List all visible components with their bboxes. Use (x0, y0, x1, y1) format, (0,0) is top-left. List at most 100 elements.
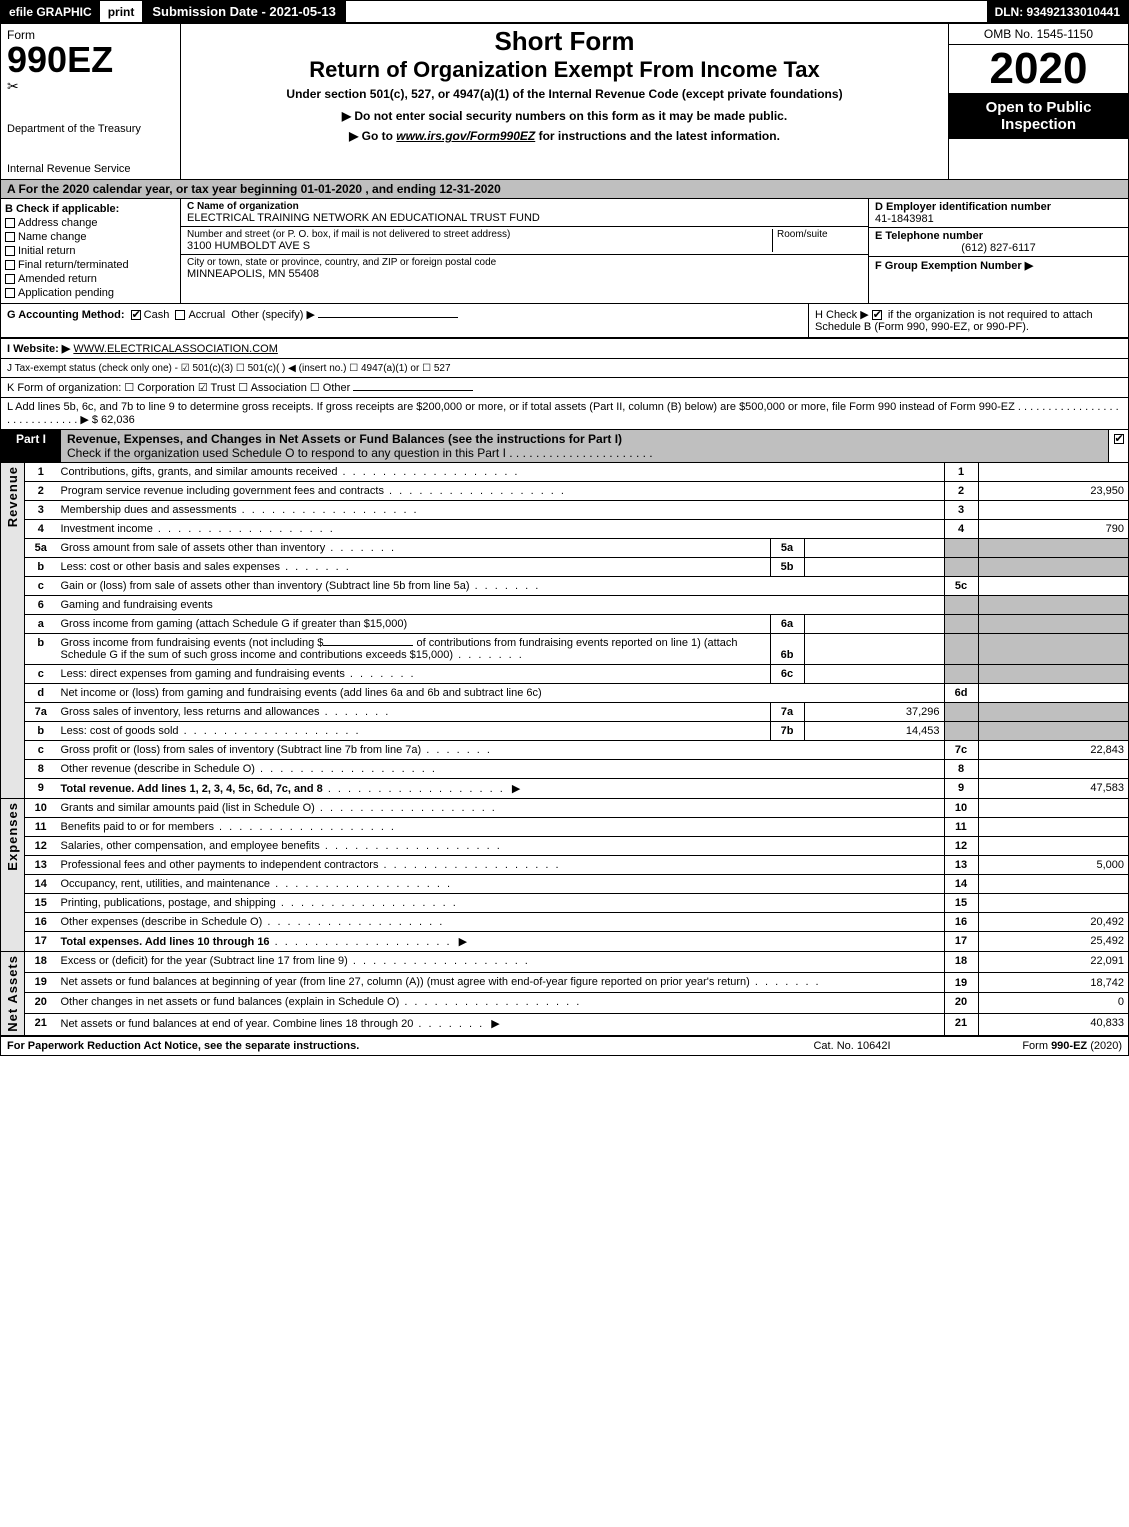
ein-label: D Employer identification number (875, 201, 1122, 213)
part-i-checkbox[interactable] (1108, 430, 1128, 462)
desc-14: Occupancy, rent, utilities, and maintena… (57, 875, 945, 894)
desc-21: Net assets or fund balances at end of ye… (57, 1013, 945, 1034)
cb-address-change[interactable]: Address change (5, 217, 176, 229)
org-addr-row: Number and street (or P. O. box, if mail… (181, 227, 868, 255)
num-2: 2 (944, 482, 978, 501)
cb-initial-return[interactable]: Initial return (5, 245, 176, 257)
cb-final-return[interactable]: Final return/terminated (5, 259, 176, 271)
city-label: City or town, state or province, country… (187, 257, 862, 268)
ln-1: 1 (25, 463, 57, 482)
title-return: Return of Organization Exempt From Incom… (187, 57, 942, 83)
arrow-icon (455, 936, 471, 948)
num-5a-shade (944, 539, 978, 558)
num-20: 20 (944, 993, 978, 1014)
dept-treasury: Department of the Treasury (7, 123, 174, 135)
line-h: H Check ▶ if the organization is not req… (808, 304, 1128, 337)
phone-label: E Telephone number (875, 230, 1122, 242)
val-19: 18,742 (978, 972, 1128, 993)
val-7b-shade (978, 722, 1128, 741)
link-pre: ▶ Go to (349, 129, 396, 143)
desc-6b: Gross income from fundraising events (no… (57, 634, 771, 665)
box-d: D Employer identification number 41-1843… (869, 199, 1128, 228)
line-a-taxyear: A For the 2020 calendar year, or tax yea… (1, 180, 1128, 199)
top-bar: efile GRAPHIC print Submission Date - 20… (1, 1, 1128, 24)
room-label: Room/suite (777, 229, 862, 240)
ln-4: 4 (25, 520, 57, 539)
ln-9: 9 (25, 779, 57, 799)
ln-3: 3 (25, 501, 57, 520)
open-to-public: Open to Public Inspection (949, 93, 1128, 139)
ln-6: 6 (25, 596, 57, 615)
part-i-header: Part I Revenue, Expenses, and Changes in… (1, 429, 1128, 462)
ln-21: 21 (25, 1013, 57, 1034)
6b-amount-input[interactable] (323, 645, 413, 646)
phone-value: (612) 827-6117 (875, 242, 1122, 254)
cb-pending[interactable]: Application pending (5, 287, 176, 299)
cb-amended[interactable]: Amended return (5, 273, 176, 285)
cb-accrual[interactable] (175, 310, 185, 320)
submission-text: Submission Date - 2021-05-13 (152, 4, 336, 19)
desc-10: Grants and similar amounts paid (list in… (57, 799, 945, 818)
subno-7b: 7b (770, 722, 804, 741)
line-l-text: L Add lines 5b, 6c, and 7b to line 9 to … (7, 401, 1119, 426)
arrow-icon (508, 783, 524, 795)
num-3: 3 (944, 501, 978, 520)
other-input[interactable] (318, 317, 458, 318)
subval-6b (804, 634, 944, 665)
cb-cash[interactable] (131, 310, 141, 320)
val-15 (978, 894, 1128, 913)
omb-number: OMB No. 1545-1150 (949, 24, 1128, 45)
print-label[interactable]: print (100, 1, 143, 22)
line-g: G Accounting Method: Cash Accrual Other … (1, 304, 808, 337)
entity-block: B Check if applicable: Address change Na… (1, 199, 1128, 304)
footer-center: Cat. No. 10642I (762, 1040, 942, 1052)
num-7b-shade (944, 722, 978, 741)
other-org-input[interactable] (353, 390, 473, 391)
cb-h-not-required[interactable] (872, 310, 882, 320)
num-21: 21 (944, 1013, 978, 1034)
desc-20: Other changes in net assets or fund bala… (57, 993, 945, 1014)
num-1: 1 (944, 463, 978, 482)
desc-6d: Net income or (loss) from gaming and fun… (57, 684, 945, 703)
ln-5b: b (25, 558, 57, 577)
desc-5c: Gain or (loss) from sale of assets other… (57, 577, 945, 596)
footer-left: For Paperwork Reduction Act Notice, see … (7, 1040, 762, 1052)
val-11 (978, 818, 1128, 837)
desc-6a: Gross income from gaming (attach Schedul… (57, 615, 771, 634)
part-i-label: Part I (1, 430, 61, 462)
subno-7a: 7a (770, 703, 804, 722)
ln-17: 17 (25, 932, 57, 952)
subval-5b (804, 558, 944, 577)
sidecat-revenue: Revenue (1, 463, 25, 799)
row-gh: G Accounting Method: Cash Accrual Other … (1, 304, 1128, 338)
website-label: I Website: ▶ (7, 343, 70, 355)
dln-label: DLN: 93492133010441 (987, 1, 1128, 22)
subno-5b: 5b (770, 558, 804, 577)
val-5a-shade (978, 539, 1128, 558)
val-6c-shade (978, 665, 1128, 684)
val-13: 5,000 (978, 856, 1128, 875)
footer-right: Form 990-EZ (2020) (942, 1040, 1122, 1052)
val-6a-shade (978, 615, 1128, 634)
box-e: E Telephone number (612) 827-6117 (869, 228, 1128, 257)
num-6b-shade (944, 634, 978, 665)
ln-18: 18 (25, 952, 57, 973)
dept-irs: Internal Revenue Service (7, 163, 174, 175)
desc-5b: Less: cost or other basis and sales expe… (57, 558, 771, 577)
irs-link[interactable]: www.irs.gov/Form990EZ (396, 129, 535, 143)
part-i-title-text: Revenue, Expenses, and Changes in Net As… (67, 432, 622, 446)
val-16: 20,492 (978, 913, 1128, 932)
num-18: 18 (944, 952, 978, 973)
header-center: Short Form Return of Organization Exempt… (181, 24, 948, 179)
submission-date: Submission Date - 2021-05-13 (142, 1, 346, 22)
desc-11: Benefits paid to or for members (57, 818, 945, 837)
line-i: I Website: ▶ WWW.ELECTRICALASSOCIATION.C… (1, 338, 1128, 358)
val-12 (978, 837, 1128, 856)
cb-name-change[interactable]: Name change (5, 231, 176, 243)
desc-6c: Less: direct expenses from gaming and fu… (57, 665, 771, 684)
sidecat-netassets: Net Assets (1, 952, 25, 1035)
print-text: print (108, 5, 135, 19)
val-20: 0 (978, 993, 1128, 1014)
box-b-title: B Check if applicable: (5, 203, 176, 215)
val-4: 790 (978, 520, 1128, 539)
